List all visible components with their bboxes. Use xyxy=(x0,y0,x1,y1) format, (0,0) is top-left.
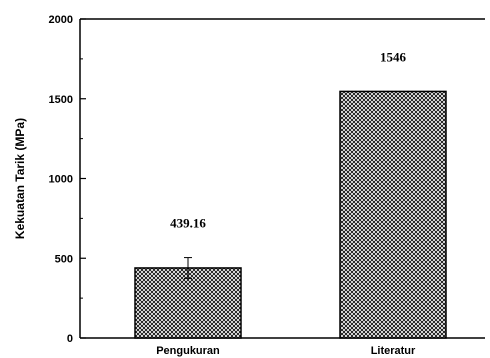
y-tick-label: 1000 xyxy=(49,174,73,186)
y-tick-label: 0 xyxy=(67,333,73,345)
data-labels: 439.16 1546 xyxy=(170,49,406,230)
data-label-literatur: 1546 xyxy=(380,49,407,64)
y-tick-label: 2000 xyxy=(49,14,73,26)
data-label-pengukuran: 439.16 xyxy=(170,216,206,231)
error-bars xyxy=(184,257,192,279)
x-axis-category-labels: Pengukuran Literatur xyxy=(156,345,416,357)
category-label-literatur: Literatur xyxy=(371,345,416,357)
category-label-pengukuran: Pengukuran xyxy=(156,345,220,357)
y-tick-label: 1500 xyxy=(49,94,73,106)
bar-literatur xyxy=(339,90,447,339)
y-tick-label: 500 xyxy=(55,253,73,265)
y-axis-ticks: 0 500 1000 1500 2000 xyxy=(49,14,86,345)
y-axis-title: Kekuatan Tarik (MPa) xyxy=(13,118,27,239)
